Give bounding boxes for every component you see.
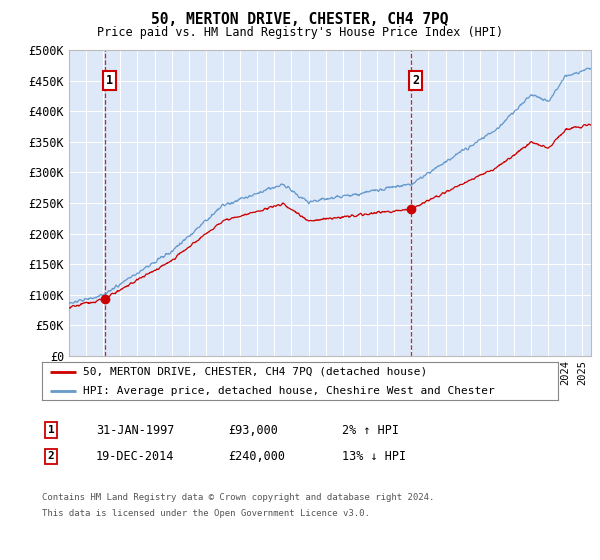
Text: 1: 1 [47, 425, 55, 435]
Text: This data is licensed under the Open Government Licence v3.0.: This data is licensed under the Open Gov… [42, 510, 370, 519]
Text: 2: 2 [412, 74, 419, 87]
Text: Price paid vs. HM Land Registry's House Price Index (HPI): Price paid vs. HM Land Registry's House … [97, 26, 503, 39]
Text: Contains HM Land Registry data © Crown copyright and database right 2024.: Contains HM Land Registry data © Crown c… [42, 493, 434, 502]
Text: 13% ↓ HPI: 13% ↓ HPI [342, 450, 406, 463]
Text: 31-JAN-1997: 31-JAN-1997 [96, 423, 175, 437]
Text: HPI: Average price, detached house, Cheshire West and Chester: HPI: Average price, detached house, Ches… [83, 386, 495, 396]
Text: £93,000: £93,000 [228, 423, 278, 437]
Text: 50, MERTON DRIVE, CHESTER, CH4 7PQ: 50, MERTON DRIVE, CHESTER, CH4 7PQ [151, 12, 449, 27]
Text: 50, MERTON DRIVE, CHESTER, CH4 7PQ (detached house): 50, MERTON DRIVE, CHESTER, CH4 7PQ (deta… [83, 367, 428, 377]
Text: £240,000: £240,000 [228, 450, 285, 463]
Text: 2% ↑ HPI: 2% ↑ HPI [342, 423, 399, 437]
Text: 2: 2 [47, 451, 55, 461]
Text: 1: 1 [106, 74, 113, 87]
Text: 19-DEC-2014: 19-DEC-2014 [96, 450, 175, 463]
